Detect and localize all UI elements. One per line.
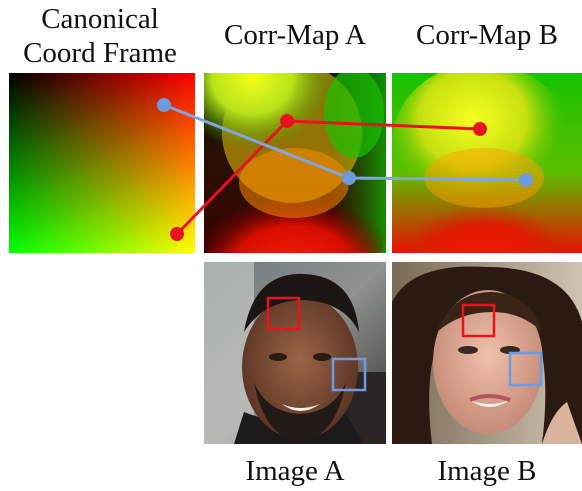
canonical-title: Canonical Coord Frame (0, 2, 200, 70)
image-b-title: Image B (437, 455, 537, 487)
image-a-photo (204, 262, 386, 444)
image-b-panel (392, 262, 582, 444)
corr-map-b-panel (392, 73, 582, 253)
canonical-title-line2: Coord Frame (23, 37, 177, 69)
canonical-title-line1: Canonical (41, 3, 159, 35)
corr-map-a-panel (204, 73, 386, 253)
image-b-photo (392, 262, 582, 444)
corr-map-a-title: Corr-Map A (224, 19, 366, 51)
corr-map-a-image (204, 73, 386, 253)
image-a-panel (204, 262, 386, 444)
corr-map-b-image (392, 73, 582, 253)
canonical-frame-gradient (9, 73, 195, 253)
canonical-frame-panel (9, 73, 195, 253)
corr-map-b-title: Corr-Map B (416, 19, 558, 51)
image-a-title: Image A (245, 455, 345, 487)
